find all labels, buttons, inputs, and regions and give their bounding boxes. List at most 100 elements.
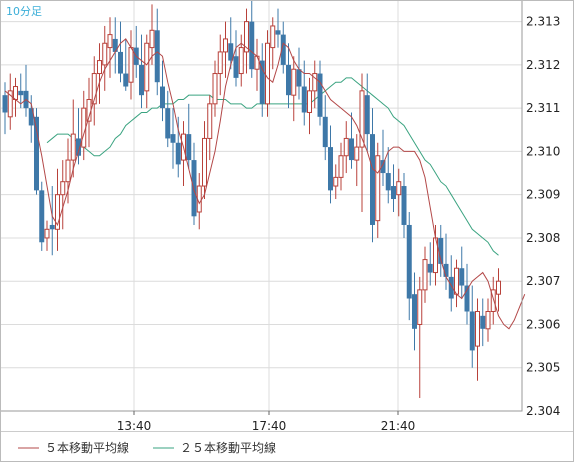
y-tick-label: 2.310 (526, 144, 560, 158)
candle-body-up (490, 289, 496, 312)
candle-body-up (475, 310, 480, 347)
candle (427, 242, 433, 286)
candle (385, 147, 391, 204)
candle-body-up (60, 181, 66, 196)
period-label: 10分足 (6, 5, 42, 18)
candle-body-up (417, 289, 423, 325)
candle (464, 263, 470, 325)
candle-body-up (13, 86, 18, 101)
candle-body-up (97, 60, 102, 75)
candle (259, 43, 265, 117)
candle-body-down (322, 116, 328, 148)
candle-body-down (459, 268, 465, 286)
candle (349, 112, 354, 169)
y-tick-label: 2.309 (526, 188, 560, 202)
candle (333, 164, 339, 200)
candle-body-down (249, 21, 255, 70)
candle (417, 276, 423, 399)
candle (212, 60, 218, 117)
candle (490, 276, 496, 325)
candle (359, 73, 365, 212)
candle-body-down (364, 95, 370, 135)
candle-body-up (238, 47, 244, 75)
candle (265, 30, 270, 117)
candle-body-up (396, 181, 402, 196)
candle (312, 60, 318, 109)
x-tick-label: 17:40 (252, 419, 287, 433)
candle (364, 73, 370, 152)
candle (202, 121, 207, 200)
candle-body-up (212, 73, 218, 105)
candle (102, 25, 108, 91)
ma5-line (4, 38, 526, 330)
candle (118, 21, 123, 83)
candle-body-up (496, 280, 501, 295)
candle-body-down (448, 276, 454, 299)
candle-body-down (286, 64, 291, 96)
candle-body-up (254, 55, 260, 70)
candle (270, 17, 276, 70)
candle (354, 134, 360, 187)
candle (175, 116, 181, 178)
candle (191, 142, 197, 225)
candle-body-down (139, 64, 144, 96)
candle (223, 21, 228, 78)
candle-body-down (76, 138, 81, 156)
candle (91, 56, 97, 126)
y-tick-label: 2.306 (526, 317, 560, 331)
candle (370, 108, 375, 243)
x-axis-ticks: 13:40 17:40 21:40 (117, 411, 415, 433)
candle (55, 168, 60, 251)
candle-body-down (259, 60, 265, 104)
candle (228, 17, 234, 70)
candle (480, 298, 486, 347)
candle (401, 173, 407, 238)
candle-body-down (370, 134, 375, 225)
candle (443, 233, 449, 290)
candle (343, 121, 349, 174)
candle-body-up (70, 133, 76, 161)
candle-body-up (333, 176, 339, 187)
y-tick-label: 2.311 (526, 101, 560, 115)
candle-body-down (385, 173, 391, 191)
ma25-layer (46, 77, 499, 256)
candle-body-down (328, 147, 333, 191)
candle (112, 17, 118, 74)
candle (160, 60, 165, 122)
candle-body-down (401, 186, 407, 225)
candle-body-up (291, 68, 297, 96)
candle (65, 138, 71, 204)
candle-body-down (154, 30, 160, 83)
candle (422, 246, 428, 303)
candle-body-up (422, 259, 428, 291)
candle-body-down (118, 51, 123, 74)
candle (485, 298, 491, 342)
candle-body-down (296, 69, 302, 87)
candle (280, 21, 286, 74)
candle (18, 73, 24, 109)
candle (338, 142, 344, 191)
candle-body-up (202, 137, 207, 187)
candle-body-up (207, 103, 213, 139)
candle (317, 60, 323, 126)
candle-body-down (443, 263, 449, 277)
candle (406, 211, 412, 321)
candle (49, 186, 55, 256)
candle-body-up (343, 137, 349, 157)
candle-body-up (244, 21, 249, 53)
candle (275, 8, 281, 48)
candle-body-down (391, 186, 396, 200)
candle (139, 34, 144, 109)
candle (165, 90, 171, 148)
candle (149, 4, 155, 65)
candle-body-down (280, 34, 286, 65)
candle (170, 108, 176, 169)
candle (217, 34, 223, 96)
candle-body-down (349, 138, 354, 161)
candle (448, 255, 454, 312)
candle-body-up (312, 73, 318, 92)
candle (286, 43, 291, 109)
candle (328, 125, 333, 204)
candle (301, 60, 307, 126)
